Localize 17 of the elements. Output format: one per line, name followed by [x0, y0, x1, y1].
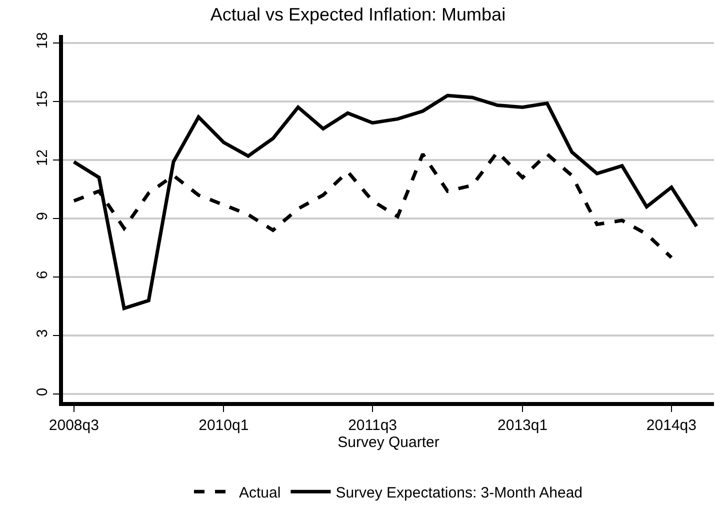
x-tick-label: 2010q1	[198, 417, 249, 434]
x-tick-label: 2011q3	[348, 417, 398, 434]
y-tick-label: 6	[34, 270, 51, 279]
y-tick-label: 9	[34, 212, 51, 220]
chart-title: Actual vs Expected Inflation: Mumbai	[210, 4, 506, 24]
x-tick-label: 2013q1	[498, 417, 548, 434]
y-tick-label: 0	[34, 388, 51, 396]
legend-label: Survey Expectations: 3-Month Ahead	[336, 484, 583, 502]
legend-label: Actual	[239, 484, 281, 502]
y-tick-label: 12	[34, 149, 51, 166]
x-tick-label: 2014q3	[646, 417, 696, 434]
line-series	[72, 94, 698, 310]
x-axis-title: Survey Quarter	[338, 434, 440, 451]
y-tick-label: 3	[34, 329, 51, 338]
y-tick-label: 15	[34, 90, 51, 108]
y-tick-label: 18	[34, 32, 51, 49]
x-tick-label: 2008q3	[48, 417, 99, 434]
